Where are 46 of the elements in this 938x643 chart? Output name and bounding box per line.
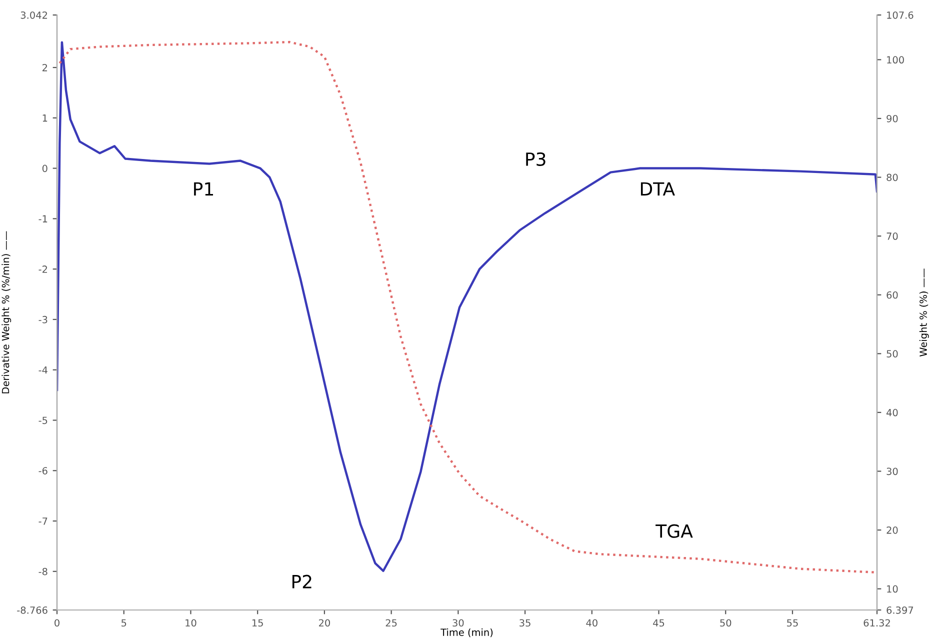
x-tick-label: 25 <box>386 619 397 627</box>
y2-tick-label: 107.6 <box>887 11 914 19</box>
annotation: P2 <box>292 574 312 588</box>
y2-tick-label: 20 <box>886 526 898 534</box>
y-tick-label: -3 <box>38 316 48 324</box>
x-tick-label: 55 <box>787 619 798 627</box>
x-tick-label: 0 <box>54 619 60 627</box>
annotation: TGA <box>656 524 693 538</box>
y2-tick-label: 40 <box>886 408 898 416</box>
y-tick-label: -8 <box>38 568 48 576</box>
x-tick-label: 61.32 <box>864 619 890 627</box>
x-tick-label: 30 <box>452 619 464 627</box>
y2-tick-label: 90 <box>886 114 898 122</box>
x-tick-label: 20 <box>318 619 330 627</box>
y2-tick-label: 80 <box>886 174 898 182</box>
y-tick-label: -4 <box>38 366 48 374</box>
x-axis-title: Time (min) <box>440 628 493 638</box>
y2-tick-label: 6.397 <box>886 606 914 614</box>
y-tick-label: -8.766 <box>17 606 48 614</box>
y2-tick-label: 60 <box>886 291 898 299</box>
y2-tick-label: 100 <box>887 56 904 64</box>
x-tick-label: 10 <box>186 619 196 627</box>
y-tick-label: -1 <box>38 215 48 222</box>
y-tick-label: 0 <box>42 164 48 172</box>
annotation: P1 <box>194 182 214 196</box>
y2-tick-label: 70 <box>886 232 898 240</box>
y2-tick-label: 30 <box>886 468 898 476</box>
x-tick-label: 15 <box>252 619 263 627</box>
y-tick-label: -5 <box>38 416 48 424</box>
annotation: DTA <box>640 182 675 196</box>
y2-axis-title: Weight % (%) —— <box>919 268 929 356</box>
y2-tick-label: 50 <box>886 350 898 358</box>
y-tick-label: 3.042 <box>20 11 47 19</box>
x-tick-label: 35 <box>520 619 530 627</box>
y-tick-label: -6 <box>38 467 48 474</box>
y-tick-label: -7 <box>38 518 48 525</box>
x-tick-label: 5 <box>122 619 126 627</box>
x-tick-label: 40 <box>586 619 598 627</box>
y-tick-label: -2 <box>38 266 47 273</box>
y-tick-label: 2 <box>42 64 47 72</box>
x-tick-label: 50 <box>720 619 732 627</box>
y-tick-label: 1 <box>42 114 48 122</box>
x-tick-label: 45 <box>653 619 664 627</box>
y2-tick-label: 10 <box>887 585 898 593</box>
annotation: P3 <box>526 152 546 166</box>
y-axis-title: Derivative Weight % (%/min) —— <box>2 231 12 394</box>
